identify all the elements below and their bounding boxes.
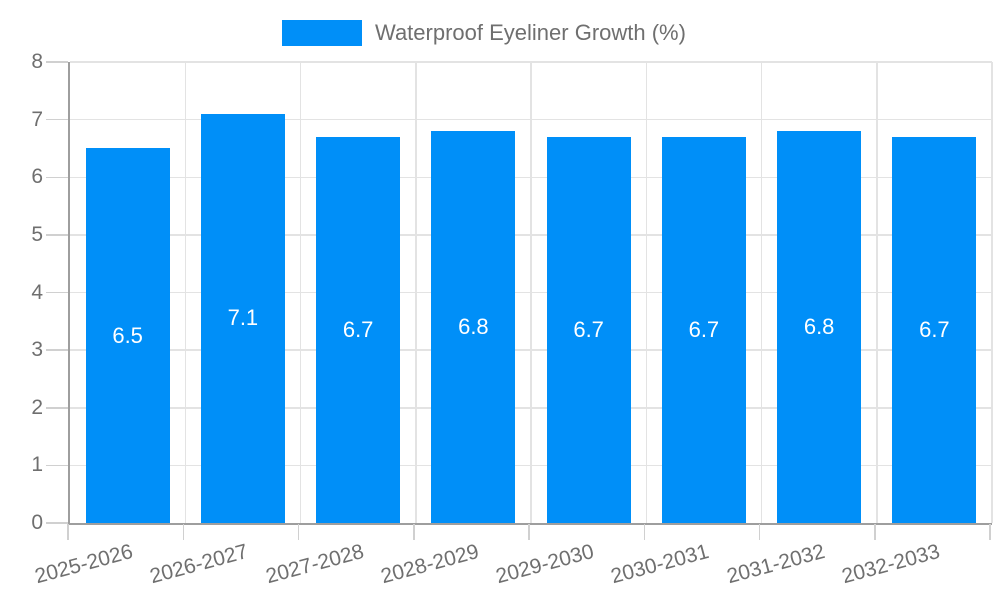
y-axis-tick [46, 464, 68, 467]
x-axis-tick [874, 524, 876, 540]
x-gridline [760, 62, 763, 523]
x-axis-tick-label: 2031-2032 [724, 540, 828, 589]
bar-value-label: 6.7 [688, 316, 720, 342]
y-axis-tick [46, 291, 68, 294]
x-gridline [530, 62, 532, 523]
bar: 6.5 [85, 148, 170, 523]
x-gridline [645, 62, 647, 523]
x-axis-tick [758, 524, 761, 540]
bar-value-label: 6.5 [112, 322, 143, 348]
y-axis-tick-label: 1 [31, 453, 43, 477]
bar-value-label: 6.7 [342, 316, 374, 342]
x-axis-tick-label: 2025-2026 [32, 540, 136, 589]
x-axis-tick [297, 524, 300, 540]
bar-value-label: 6.7 [573, 316, 604, 342]
legend-swatch [282, 20, 362, 46]
y-axis-tick [46, 176, 68, 178]
x-axis-tick [528, 524, 530, 540]
y-axis-tick [46, 118, 68, 121]
x-axis-tick-label: 2026-2027 [147, 540, 251, 589]
bar-value-label: 7.1 [227, 305, 259, 331]
bar-value-label: 6.8 [803, 314, 835, 340]
bar-value-label: 6.8 [458, 314, 489, 340]
x-axis-tick [643, 524, 645, 540]
y-axis-tick-label: 3 [31, 338, 43, 362]
x-gridline [184, 62, 186, 523]
y-axis-tick-label: 4 [31, 280, 43, 304]
x-axis-tick [67, 524, 69, 540]
y-axis-tick-label: 0 [31, 511, 43, 534]
y-axis-tick [46, 349, 68, 351]
x-axis-tick [182, 524, 184, 540]
y-axis-tick-label: 7 [31, 107, 43, 131]
y-axis-tick [46, 61, 68, 63]
y-axis-tick-label: 2 [31, 395, 43, 419]
x-gridline [991, 62, 993, 523]
x-gridline [299, 62, 302, 523]
legend-label: Waterproof Eyeliner Growth (%) [375, 20, 686, 45]
bar-value-label: 6.7 [919, 316, 950, 342]
x-gridline [876, 62, 878, 523]
x-axis-tick-label: 2029-2030 [493, 540, 597, 589]
y-axis-tick [46, 407, 68, 409]
bar: 6.7 [892, 136, 977, 523]
bar: 6.8 [777, 131, 862, 523]
y-axis-tick [46, 522, 68, 524]
x-axis-tick-label: 2030-2031 [608, 540, 712, 589]
x-axis-tick [413, 524, 415, 540]
legend[interactable]: Waterproof Eyeliner Growth (%) [282, 20, 686, 46]
y-axis-tick-label: 5 [31, 222, 43, 246]
bar: 6.7 [546, 136, 631, 523]
bar: 6.7 [661, 136, 746, 523]
bar: 6.8 [431, 131, 516, 523]
plot-area: 6.5 7.1 6.7 6.8 6.7 6.7 6.8 6.7 [68, 61, 993, 525]
y-axis-tick-label: 6 [31, 165, 43, 189]
x-axis-tick-label: 2027-2028 [263, 540, 367, 589]
y-axis-tick-label: 8 [31, 50, 43, 73]
x-axis-tick-label: 2032-2033 [839, 540, 943, 589]
y-axis-tick [46, 234, 68, 236]
x-axis-tick [989, 524, 991, 540]
bar: 6.7 [316, 136, 401, 523]
x-gridline [415, 62, 417, 523]
x-axis-tick-label: 2028-2029 [378, 540, 482, 589]
bar: 7.1 [200, 113, 285, 523]
